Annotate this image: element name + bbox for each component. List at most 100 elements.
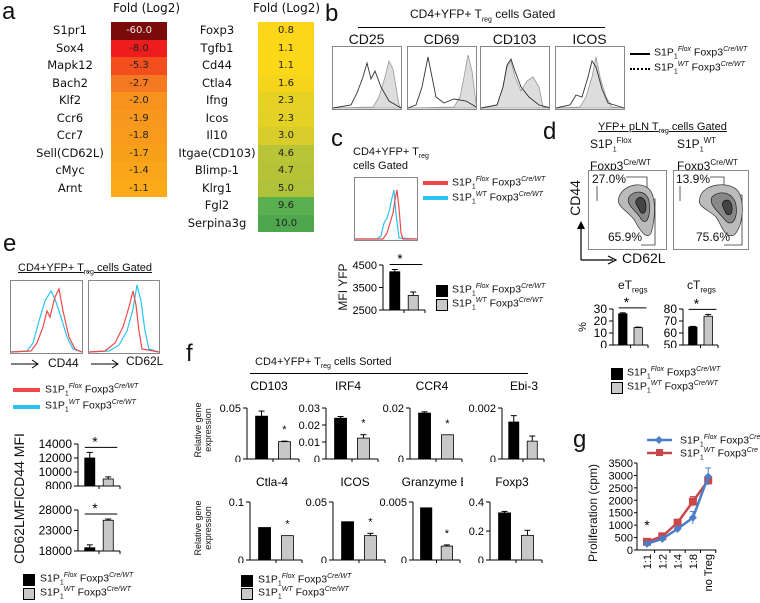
- x-tick-label: no Treg: [703, 554, 715, 591]
- legend-wt-swatch: [13, 405, 40, 409]
- heatmap-gene-label: Klf2: [58, 93, 82, 107]
- y-tick-label: 2500: [609, 483, 633, 495]
- heatmap-gene-label: Itgae(CD103): [178, 145, 256, 160]
- histogram-icos: [555, 46, 625, 110]
- significance-star: *: [445, 528, 450, 540]
- panel-f-divider: [250, 373, 528, 374]
- wt-histogram: [407, 54, 479, 109]
- foxp3-chart: Foxp3 0 0.2 0.4: [469, 475, 543, 563]
- y-tick-label: 70: [664, 314, 678, 328]
- legend-solid-line: [630, 53, 650, 55]
- panel-b-title: CD4+YFP+ Treg cells Gated: [410, 7, 556, 24]
- data-point-flox: [704, 472, 713, 481]
- ct-title: cTregs: [687, 278, 716, 295]
- y-tick-label: 0.2: [469, 526, 484, 538]
- y-tick-label: 1000: [609, 520, 633, 532]
- wt-contour-graphic: [679, 176, 743, 246]
- bar-wt: [102, 519, 114, 552]
- heatmap-gene-label: S1pr1: [53, 23, 87, 37]
- data-point-flox: [658, 534, 667, 543]
- wt-histogram-curve: [10, 289, 83, 353]
- bar-wt: [440, 545, 453, 561]
- chart-title: Granzyme B: [402, 475, 463, 489]
- bar-wt: [278, 441, 291, 460]
- legend-wt-label: S1P1WT Foxp3Cre/WT: [45, 399, 136, 414]
- bar-wt: [102, 478, 114, 487]
- y-tick-label: 50: [664, 338, 678, 348]
- et-title: eTregs: [618, 278, 648, 295]
- ctla4-chart: Ctla-4 0 0.1 *: [229, 475, 303, 563]
- heatmap-cell: -1.1: [111, 179, 167, 197]
- y-tick-label: 0.05: [306, 497, 327, 509]
- histogram-cd103: [480, 46, 552, 110]
- heatmap-header-left: Fold (Log2): [113, 1, 181, 15]
- chart-title: Foxp3: [495, 475, 529, 489]
- bar-flox: [258, 527, 271, 561]
- wt-histogram-curve: [88, 284, 160, 353]
- bar-wt: [441, 434, 454, 460]
- panel-d-label: d: [543, 118, 557, 145]
- heatmap-gene-label: Fgl2: [204, 198, 230, 212]
- g-ylabel: Proliferation (cpm): [586, 463, 600, 563]
- y-tick-label: 28000: [39, 503, 73, 517]
- heatmap-gene-label: Sox4: [55, 40, 85, 55]
- y-tick-label: 0: [321, 555, 327, 563]
- significance-star: *: [361, 418, 366, 430]
- heatmap-gene-label: Klrg1: [202, 180, 232, 195]
- heatmap-cell: 2.3: [258, 109, 314, 127]
- heatmap-gene-label: Mapk12: [47, 58, 93, 72]
- data-point-wt: [688, 497, 697, 506]
- panel-d-title: YFP+ pLN Treg cells Gated: [598, 121, 727, 136]
- y-tick-label: 10000: [39, 465, 73, 479]
- data-point-flox: [673, 524, 682, 533]
- bar-flox: [618, 313, 628, 346]
- y-tick-label: 1500: [609, 508, 633, 520]
- flox-histogram: [407, 56, 479, 109]
- bar-flox: [84, 457, 96, 487]
- y-tick-label: 10: [594, 326, 608, 340]
- bar-wt: [521, 534, 534, 561]
- bar-flox: [420, 507, 433, 561]
- y-tick-label: 0: [398, 454, 404, 462]
- legend-flox-swatch: [423, 181, 448, 185]
- yfp-mfi-chart: 2500 3500 4500 *: [353, 251, 426, 314]
- bar-wt: [703, 315, 713, 346]
- panel-g-label: g: [573, 426, 587, 453]
- heatmap-cell: 2.3: [258, 92, 314, 110]
- y-tick-label: 0.03: [299, 403, 320, 415]
- y-tick-label: 0.4: [469, 497, 484, 509]
- legend-wt-label: S1P1WT Foxp3Cre/WT: [452, 191, 543, 206]
- heatmap-cell: 4.6: [258, 144, 314, 162]
- marker-label-cd25: CD25: [348, 31, 385, 47]
- wt-upper-gate-percent: 13.9%: [676, 172, 711, 186]
- flox-histogram-curve: [10, 287, 83, 353]
- legend-flox-swatch: [241, 575, 253, 587]
- heatmap-gene-label: cMyc: [55, 163, 85, 177]
- flox-upper-gate-percent: 27.0%: [592, 172, 627, 186]
- y-tick-label: 0: [401, 555, 407, 563]
- y-tick-label: 12000: [39, 451, 73, 465]
- flox-histogram: [555, 59, 625, 109]
- heatmap-header-right: Fold (Log2): [253, 1, 321, 15]
- heatmap-gene-label: Ccr6: [56, 110, 84, 125]
- heatmap-cell: 1.1: [258, 57, 314, 75]
- cd62l-axis-label: CD62L: [126, 354, 164, 368]
- y-tick-label: 0: [314, 454, 320, 462]
- y-tick-label: 8000: [45, 479, 72, 489]
- legend-flox-label: S1P1Flox Foxp3Cre: [680, 434, 760, 449]
- legend-flox-swatch: [13, 388, 40, 392]
- data-point-flox: [643, 539, 651, 548]
- heatmap-cell: -2.0: [111, 92, 167, 110]
- heatmap-gene-label: Sell(CD62L): [36, 145, 104, 160]
- significance-star: *: [694, 295, 700, 311]
- heatmap-cell: -1.9: [111, 109, 167, 127]
- cd62l-histogram: [88, 280, 160, 354]
- heatmap-cell: -1.4: [111, 162, 167, 180]
- panel-e-title: CD4+YFP+ Treg cells Gated: [18, 262, 153, 277]
- irf4-chart: IRF4 0 0.01 0.02 0.03 *: [299, 379, 379, 462]
- significance-star: *: [397, 251, 403, 267]
- heatmap-cell: -1.8: [111, 127, 167, 145]
- cd103-chart: CD103 0 0.05 *: [220, 379, 300, 462]
- heatmap-gene-label: Foxp3: [199, 23, 235, 37]
- legend-flox-swatch: [436, 285, 448, 297]
